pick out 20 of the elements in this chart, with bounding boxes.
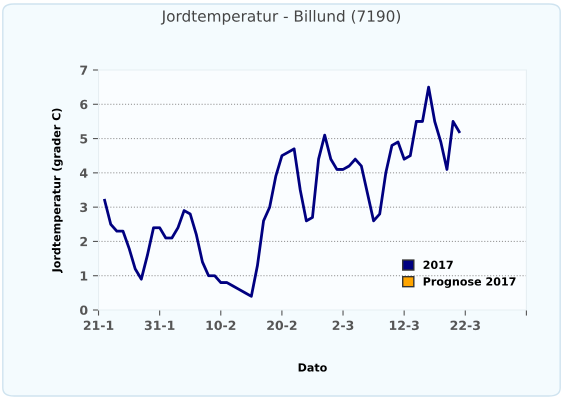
chart-title: Jordtemperatur - Billund (7190) xyxy=(160,10,400,25)
y-tick-label: 4 xyxy=(80,168,88,178)
x-tick-label: 21-1 xyxy=(84,320,114,330)
legend-label: Prognose 2017 xyxy=(424,277,516,288)
x-tick-label: 2-3 xyxy=(332,320,354,330)
y-tick-label: 3 xyxy=(80,202,88,212)
y-tick-label: 6 xyxy=(80,100,88,110)
y-tick-label: 7 xyxy=(80,66,88,75)
y-tick-label: 0 xyxy=(80,305,88,315)
x-axis-title: Dato xyxy=(298,363,327,372)
y-tick-label: 2 xyxy=(80,236,88,246)
y-tick-label: 1 xyxy=(80,271,88,280)
x-tick-label: 31-1 xyxy=(144,320,174,330)
x-tick-label: 12-3 xyxy=(390,320,419,330)
y-axis-title: Jordtemperatur (grader C) xyxy=(52,108,63,273)
x-tick-label: 22-3 xyxy=(450,320,480,330)
x-tick-label: 10-2 xyxy=(206,320,236,330)
y-tick-label: 5 xyxy=(80,134,88,144)
x-tick-label: 20-2 xyxy=(267,320,296,330)
legend-label: 2017 xyxy=(424,260,453,270)
